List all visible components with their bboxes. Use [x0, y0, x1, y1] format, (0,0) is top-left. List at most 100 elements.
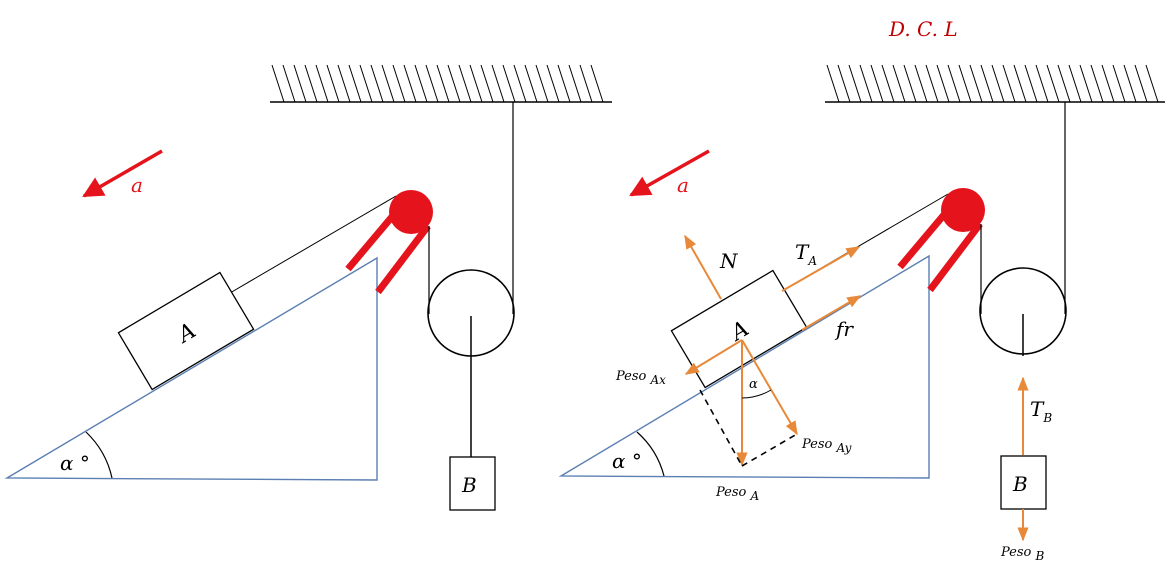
normal-force-arrow — [684, 234, 722, 300]
ceiling-hatch-line — [870, 64, 884, 103]
right-accel-arrow — [629, 149, 710, 197]
peso-ay-label: Peso Ay — [801, 437, 852, 455]
right-angle-label: α ° — [612, 449, 642, 473]
ceiling-hatch-line — [1024, 64, 1038, 103]
ceiling-hatch-line — [1101, 64, 1115, 103]
ceiling-hatch-line — [282, 64, 296, 103]
ceiling-hatch-line — [1068, 64, 1082, 103]
tension-a-arrow — [781, 246, 861, 292]
ceiling-hatch-line — [958, 64, 972, 103]
ceiling-hatch-line — [326, 64, 340, 103]
ceiling-hatch-line — [1035, 64, 1049, 103]
right-bracket-lower — [927, 221, 983, 293]
ceiling-hatch-line — [568, 64, 582, 103]
ceiling-hatch-line — [579, 64, 593, 103]
ceiling-hatch-line — [1090, 64, 1104, 103]
ceiling-hatch-line — [1145, 64, 1159, 103]
ceiling-hatch-line — [403, 64, 417, 103]
ceiling-hatch-line — [1079, 64, 1093, 103]
ceiling-hatch-line — [590, 64, 604, 103]
ceiling-hatch-line — [337, 64, 351, 103]
ceiling-hatch-line — [969, 64, 983, 103]
left-incline — [4, 256, 378, 481]
right-block-a: A — [670, 269, 808, 389]
ceiling-hatch-line — [447, 64, 461, 103]
ceiling-hatch-line — [480, 64, 494, 103]
peso-b-label: Peso B — [1000, 545, 1045, 563]
ceiling-hatch-line — [914, 64, 928, 103]
ceiling-hatch-line — [980, 64, 994, 103]
left-system: α ° A B a — [4, 64, 612, 511]
left-bracket-upper — [345, 209, 399, 272]
ceiling-hatch-line — [1112, 64, 1126, 103]
right-angle-arc — [636, 431, 665, 477]
right-system: D. C. L α ° A B a N — [558, 17, 1165, 563]
ceiling-hatch-line — [991, 64, 1005, 103]
component-dash-1 — [699, 389, 743, 467]
left-block-a: A — [117, 271, 255, 391]
ceiling-hatch-line — [304, 64, 318, 103]
ceiling-hatch-line — [315, 64, 329, 103]
ceiling-hatch-line — [557, 64, 571, 103]
friction-label: fr — [834, 317, 854, 341]
ceiling-hatch-line — [469, 64, 483, 103]
ceiling-hatch-line — [524, 64, 538, 103]
ceiling-hatch-line — [491, 64, 505, 103]
left-block-b-label: B — [461, 473, 477, 497]
ceiling-hatch-line — [859, 64, 873, 103]
ceiling-hatch-line — [535, 64, 549, 103]
left-block-b — [449, 456, 496, 511]
left-accel-arrow — [82, 149, 163, 198]
component-dash-2 — [741, 433, 798, 467]
ceiling-hatch-line — [947, 64, 961, 103]
friction-arrow — [801, 295, 862, 331]
small-angle-arc — [741, 389, 772, 399]
peso-ax-label: Peso Ax — [615, 369, 666, 387]
ceiling-hatch-line — [436, 64, 450, 103]
right-accel-label: a — [677, 173, 689, 197]
ceiling-hatch-line — [826, 64, 840, 103]
peso-a-label: Peso A — [715, 485, 760, 503]
ceiling-hatch-line — [1013, 64, 1027, 103]
ceiling-hatch-line — [370, 64, 384, 103]
left-angle-label: α ° — [60, 451, 90, 475]
ceiling-hatch-line — [881, 64, 895, 103]
ceiling-hatch-line — [359, 64, 373, 103]
tension-a-label: TA — [795, 240, 817, 268]
ceiling-hatch-line — [1057, 64, 1071, 103]
ceiling-hatch-line — [546, 64, 560, 103]
ceiling-hatch-line — [1134, 64, 1148, 103]
ceiling-hatch-line — [903, 64, 917, 103]
peso-ax-arrow — [684, 339, 743, 375]
ceiling-hatch-line — [348, 64, 362, 103]
right-ceiling — [825, 64, 1165, 103]
right-block-b-label: B — [1012, 472, 1028, 496]
ceiling-hatch-line — [892, 64, 906, 103]
diagram-title: D. C. L — [888, 17, 958, 41]
normal-force-label: N — [719, 249, 739, 273]
ceiling-hatch-line — [925, 64, 939, 103]
right-incline — [558, 254, 930, 479]
peso-ay-arrow — [741, 339, 798, 436]
left-angle-arc — [85, 431, 113, 479]
ceiling-hatch-line — [425, 64, 439, 103]
right-fixed-pulley — [941, 188, 985, 232]
left-ceiling — [270, 64, 612, 103]
ceiling-hatch-line — [837, 64, 851, 103]
right-bracket-upper — [897, 207, 951, 270]
ceiling-hatch-line — [1046, 64, 1060, 103]
ceiling-hatch-line — [1002, 64, 1016, 103]
ceiling-hatch-line — [502, 64, 516, 103]
ceiling-hatch-line — [848, 64, 862, 103]
tension-b-label: TB — [1030, 397, 1052, 425]
left-bracket-lower — [375, 223, 431, 295]
right-block-b — [1000, 455, 1047, 510]
ceiling-hatch-line — [293, 64, 307, 103]
ceiling-hatch-line — [381, 64, 395, 103]
ceiling-hatch-line — [392, 64, 406, 103]
ceiling-hatch-line — [936, 64, 950, 103]
left-accel-label: a — [131, 173, 143, 197]
ceiling-hatch-line — [513, 64, 527, 103]
ceiling-hatch-line — [458, 64, 472, 103]
